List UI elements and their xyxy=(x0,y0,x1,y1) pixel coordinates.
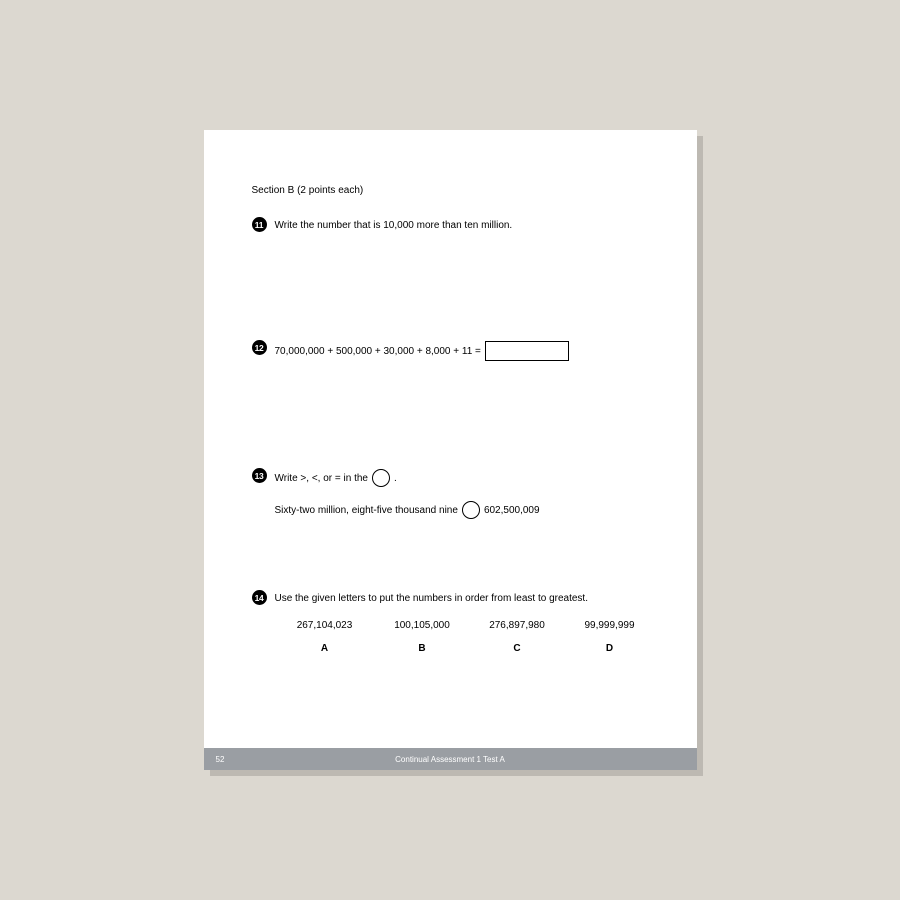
choice-label: A xyxy=(275,641,375,656)
section-title: Section B (2 points each) xyxy=(252,185,649,196)
worksheet-page: Section B (2 points each) 11 Write the n… xyxy=(204,130,697,770)
q14-text: Use the given letters to put the numbers… xyxy=(275,591,655,606)
choice-label: B xyxy=(375,641,470,656)
q13-text-1a: Write >, <, or = in the xyxy=(275,471,368,486)
footer-title: Continual Assessment 1 Test A xyxy=(395,755,505,764)
choice-a: 267,104,023 A xyxy=(275,618,375,656)
expression-text: 70,000,000 + 500,000 + 30,000 + 8,000 + … xyxy=(275,344,481,359)
choice-label: D xyxy=(565,641,655,656)
question-number-badge: 13 xyxy=(252,468,267,483)
choice-b: 100,105,000 B xyxy=(375,618,470,656)
page-footer: 52 Continual Assessment 1 Test A xyxy=(204,748,697,770)
footer-page-number: 52 xyxy=(216,755,225,764)
question-14: 14 Use the given letters to put the numb… xyxy=(252,591,649,656)
question-number-badge: 11 xyxy=(252,217,267,232)
question-body: Use the given letters to put the numbers… xyxy=(275,591,655,656)
choice-number: 99,999,999 xyxy=(565,618,655,633)
page-wrap: Section B (2 points each) 11 Write the n… xyxy=(204,130,697,770)
q13-line2: Sixty-two million, eight-five thousand n… xyxy=(275,501,649,519)
choice-c: 276,897,980 C xyxy=(470,618,565,656)
question-13: 13 Write >, <, or = in the . Sixty-two m… xyxy=(252,469,649,519)
question-number-badge: 12 xyxy=(252,340,267,355)
choice-d: 99,999,999 D xyxy=(565,618,655,656)
question-body: Write the number that is 10,000 more tha… xyxy=(275,218,649,233)
question-body: Write >, <, or = in the . Sixty-two mill… xyxy=(275,469,649,519)
choice-number: 276,897,980 xyxy=(470,618,565,633)
q13-text-1b: . xyxy=(394,471,397,486)
question-11: 11 Write the number that is 10,000 more … xyxy=(252,218,649,233)
choice-number: 100,105,000 xyxy=(375,618,470,633)
q14-choices: 267,104,023 A 100,105,000 B 276,897,980 … xyxy=(275,618,655,656)
circle-blank[interactable] xyxy=(462,501,480,519)
answer-box[interactable] xyxy=(485,341,569,361)
question-12: 12 70,000,000 + 500,000 + 30,000 + 8,000… xyxy=(252,341,649,361)
choice-number: 267,104,023 xyxy=(275,618,375,633)
question-number-badge: 14 xyxy=(252,590,267,605)
q13-text-2a: Sixty-two million, eight-five thousand n… xyxy=(275,503,458,518)
q13-line1: Write >, <, or = in the . xyxy=(275,469,649,487)
choice-label: C xyxy=(470,641,565,656)
circle-blank[interactable] xyxy=(372,469,390,487)
question-body: 70,000,000 + 500,000 + 30,000 + 8,000 + … xyxy=(275,341,649,361)
q13-text-2b: 602,500,009 xyxy=(484,503,540,518)
